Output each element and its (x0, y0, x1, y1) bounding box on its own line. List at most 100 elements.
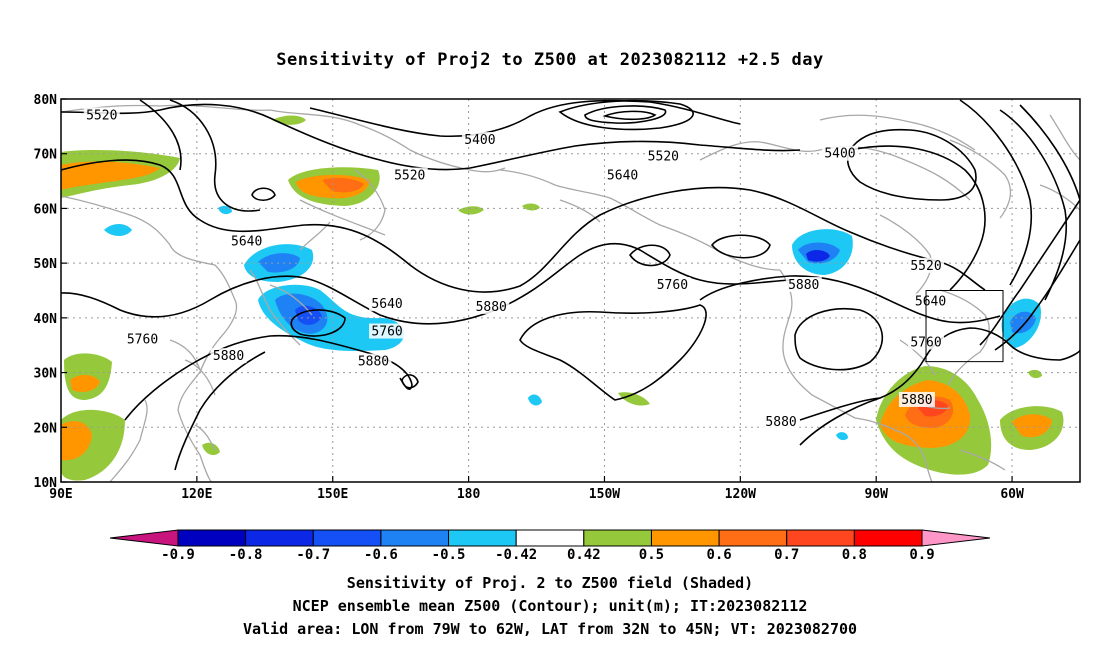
contour-label: 5520 (394, 169, 425, 184)
lat-label: 10N (34, 476, 58, 491)
contour-label: 5880 (213, 349, 244, 364)
colorbar-swatch (650, 529, 720, 547)
contour-label-bg (473, 298, 510, 314)
lat-label: 20N (34, 421, 58, 436)
colorbar-label: -0.9 (161, 547, 195, 563)
contour-label-bg (604, 167, 641, 183)
contour-label-bg (391, 167, 428, 183)
caption-shaded: Sensitivity of Proj. 2 to Z500 field (Sh… (346, 574, 754, 592)
colorbar-swatch (312, 529, 382, 547)
contour-label: 5760 (127, 333, 158, 348)
colorbar-label: -0.5 (432, 547, 466, 563)
colorbar-swatch (853, 529, 923, 547)
contour-5880-west-pacific (174, 351, 266, 471)
contour-label: 5760 (657, 278, 688, 293)
contour-label: 5520 (648, 149, 679, 164)
colorbar-label: 0.9 (909, 547, 934, 563)
contour-label-bg (821, 145, 858, 161)
colorbar-label: 0.8 (842, 547, 867, 563)
contour-label: 5880 (476, 300, 507, 315)
contour-5880-us (794, 307, 884, 371)
contour-label-bg (645, 148, 682, 164)
caption-valid-area: Valid area: LON from 79W to 62W, LAT fro… (242, 620, 858, 638)
colorbar-swatch (786, 529, 855, 547)
contour-pole-ring2 (1019, 104, 1080, 201)
colorbar-swatch (177, 529, 247, 547)
colorbar-label: -0.7 (296, 547, 330, 563)
lat-label: 60N (34, 202, 58, 217)
valid-area-box (925, 290, 1004, 363)
contour-5880 (124, 334, 413, 421)
contour-5760 (61, 242, 791, 325)
colorbar-label: 0.6 (706, 547, 731, 563)
contour-5400-greenland (846, 128, 977, 201)
contour-label: 5640 (607, 169, 638, 184)
lon-label: 150W (589, 487, 620, 502)
contour-label: 5400 (464, 133, 495, 148)
lat-label: 50N (34, 257, 58, 272)
contour-5880-gulf (799, 327, 1080, 446)
colorbar-swatch (380, 529, 450, 547)
colorbar-label: 0.7 (774, 547, 799, 563)
contour-label: 5640 (371, 297, 402, 312)
contour-label: 5520 (910, 259, 941, 274)
contour-label: 5880 (788, 278, 819, 293)
contour-5400 (309, 99, 741, 138)
lon-label: 120E (181, 487, 212, 502)
colorbar-swatch (515, 529, 585, 547)
contour-north-asia2 (139, 99, 182, 171)
contour-label: 5640 (915, 294, 946, 309)
contour-label-bg (898, 391, 935, 407)
contour-label: 5520 (86, 108, 117, 123)
map-title: Sensitivity of Proj2 to Z500 at 20230821… (276, 50, 824, 70)
colorbar: -0.9 -0.8 -0.7 -0.6 -0.5 -0.42 0.42 0.5 0.6 0.7 0.… (109, 529, 991, 563)
contour-closed-hawaii (401, 374, 419, 389)
contour-label-bg (369, 296, 406, 312)
contour-pole-ring3 (959, 99, 1033, 286)
contour-north-asia (169, 99, 261, 212)
contour-closed-pacific2 (710, 234, 771, 259)
contour-pole-ring1 (999, 109, 1068, 301)
contour-5880-caribbean (799, 397, 881, 421)
contour-label-bg (461, 132, 498, 148)
lat-lon-grid (61, 99, 1080, 482)
lon-label: 120W (725, 487, 756, 502)
lat-label: 80N (34, 93, 58, 108)
colorbar-label: -0.42 (495, 547, 537, 563)
colorbar-label: 0.5 (639, 547, 664, 563)
lat-label: 70N (34, 148, 58, 163)
contour-5400-arctic-inner2 (602, 110, 657, 121)
axis-ticks (60, 98, 1013, 483)
lon-label: 150E (317, 487, 348, 502)
lon-label: 90E (49, 487, 72, 502)
coastlines (61, 104, 1080, 482)
lat-label: 30N (34, 367, 58, 382)
contour-label-bg (908, 257, 945, 273)
contour-label: 5880 (901, 393, 932, 408)
colorbar-swatch (245, 529, 314, 547)
colorbar-high-arrow (921, 529, 991, 547)
colorbar-swatch (448, 529, 517, 547)
contour-label: 5760 (371, 325, 402, 340)
contour-closed-pacific1 (629, 244, 671, 267)
lon-label: 60W (1000, 487, 1024, 502)
contour-label-bg (124, 331, 161, 347)
contour-label: 5640 (231, 234, 262, 249)
contour-5400-arctic-inner (584, 105, 667, 124)
contour-label: 5400 (824, 147, 855, 162)
contour-label: 5880 (765, 415, 796, 430)
lat-label: 40N (34, 312, 58, 327)
contour-5760-atl (994, 239, 1080, 351)
contour-label-bg (654, 277, 691, 293)
lon-label: 180 (457, 487, 481, 502)
colorbar-label: -0.6 (364, 547, 398, 563)
colorbar-label: -0.8 (229, 547, 263, 563)
contour-5880-east-pacific (519, 304, 707, 401)
contour-label-bg (763, 413, 800, 429)
colorbar-label: 0.42 (567, 547, 601, 563)
z500-contours (61, 99, 1080, 471)
colorbar-low-arrow (109, 529, 179, 547)
contour-closed-asia (251, 187, 276, 202)
